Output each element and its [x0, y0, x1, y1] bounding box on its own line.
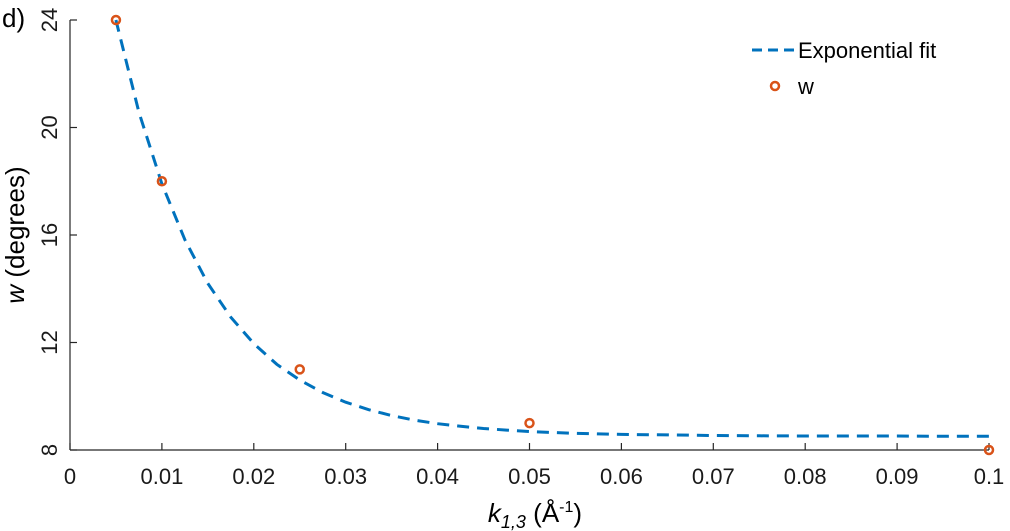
- exponential-fit-line: [114, 19, 989, 438]
- w-data-point: [294, 364, 305, 375]
- x-tick-label: 0.09: [876, 464, 919, 489]
- x-ticks: 0 0.01 0.02 0.03 0.04 0.05 0.06 0.07 0.08 0.09 0.1: [64, 443, 1004, 489]
- w-data-point: [983, 444, 995, 456]
- x-axis-title: k1,3 (Å-1): [488, 498, 582, 531]
- legend: Exponential fit w: [752, 38, 936, 99]
- x-tick-label: 0.01: [140, 464, 183, 489]
- x-axis-var: k: [488, 498, 503, 528]
- x-tick-label: 0.02: [232, 464, 275, 489]
- x-tick-label: 0.04: [416, 464, 459, 489]
- panel-label: d): [2, 3, 25, 33]
- legend-w-label: w: [797, 74, 814, 99]
- y-tick-label: 12: [37, 330, 62, 354]
- x-tick-label: 0: [64, 464, 76, 489]
- x-tick-label: 0.08: [784, 464, 827, 489]
- x-axis-unit-sup: -1: [559, 499, 573, 516]
- y-tick-label: 16: [37, 223, 62, 247]
- x-axis-unit-open: (Å: [526, 498, 560, 528]
- plot-series: [110, 14, 995, 456]
- y-tick-label: 8: [37, 444, 62, 456]
- y-tick-label: 24: [37, 8, 62, 32]
- y-ticks: 8 12 16 20 24: [37, 8, 77, 456]
- w-data-point: [110, 14, 122, 26]
- y-tick-label: 20: [37, 115, 62, 139]
- axes-frame: [69, 20, 989, 451]
- x-tick-label: 0.1: [974, 464, 1005, 489]
- x-axis-sub: 1,3: [501, 512, 526, 531]
- x-tick-label: 0.07: [692, 464, 735, 489]
- x-tick-label: 0.03: [324, 464, 367, 489]
- y-axis-var: w: [0, 283, 30, 304]
- x-axis-unit-close: ): [573, 498, 582, 528]
- w-data-point: [156, 176, 168, 187]
- y-axis-title: w (degrees): [0, 166, 30, 303]
- w-data-point: [524, 417, 535, 429]
- x-tick-label: 0.06: [600, 464, 643, 489]
- y-axis-rest: (degrees): [0, 166, 30, 285]
- legend-w-marker: [769, 80, 781, 92]
- legend-fit-label: Exponential fit: [798, 38, 936, 63]
- x-tick-label: 0.05: [508, 464, 551, 489]
